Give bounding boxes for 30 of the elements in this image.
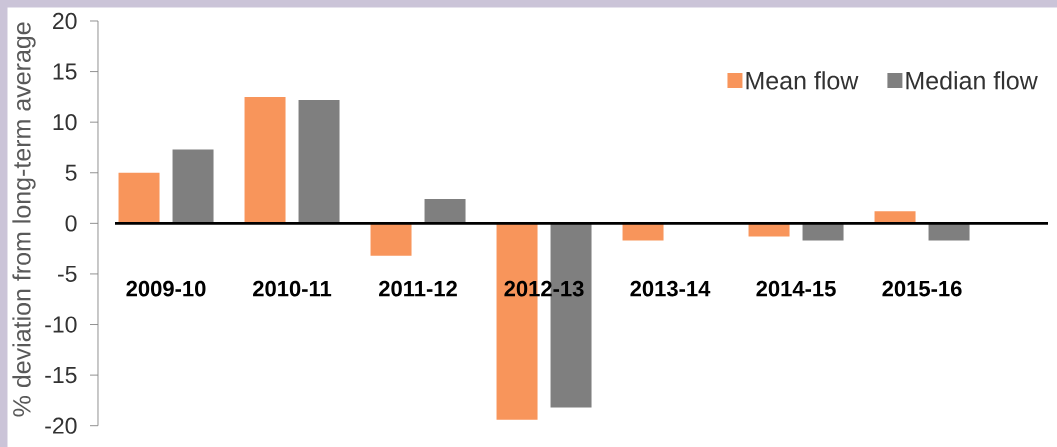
y-tick-label: 5 bbox=[65, 164, 77, 181]
y-axis-title: % deviation from long-term average bbox=[12, 22, 36, 417]
x-tick-label: 2014-15 bbox=[756, 280, 836, 297]
bar bbox=[244, 96, 286, 224]
legend-label: Mean flow bbox=[746, 71, 859, 90]
y-tick-label: 0 bbox=[65, 215, 77, 232]
bar bbox=[172, 149, 214, 224]
x-tick-label: 2015-16 bbox=[882, 280, 962, 297]
bar bbox=[802, 223, 844, 241]
bar bbox=[928, 223, 970, 241]
x-tick-label: 2009-10 bbox=[126, 280, 206, 297]
bar bbox=[748, 223, 790, 237]
y-tick-label: -15 bbox=[45, 367, 77, 384]
y-tick-label: 15 bbox=[53, 63, 77, 80]
x-tick-label: 2012-13 bbox=[504, 280, 584, 297]
legend-label: Median flow bbox=[906, 71, 1038, 90]
y-tick-label: -10 bbox=[45, 316, 77, 333]
bar bbox=[370, 223, 412, 256]
y-tick-label: 20 bbox=[53, 12, 77, 30]
bar bbox=[874, 211, 916, 224]
y-tick-label: -5 bbox=[58, 265, 77, 282]
y-tick-label: 10 bbox=[53, 114, 77, 131]
bar bbox=[298, 99, 340, 224]
y-tick-label: -20 bbox=[45, 417, 77, 434]
bar bbox=[622, 223, 664, 241]
x-tick-label: 2011-12 bbox=[379, 280, 457, 297]
bar bbox=[118, 172, 160, 224]
bar bbox=[424, 199, 466, 224]
x-tick-label: 2010-11 bbox=[253, 280, 332, 297]
x-tick-label: 2013-14 bbox=[630, 280, 711, 297]
